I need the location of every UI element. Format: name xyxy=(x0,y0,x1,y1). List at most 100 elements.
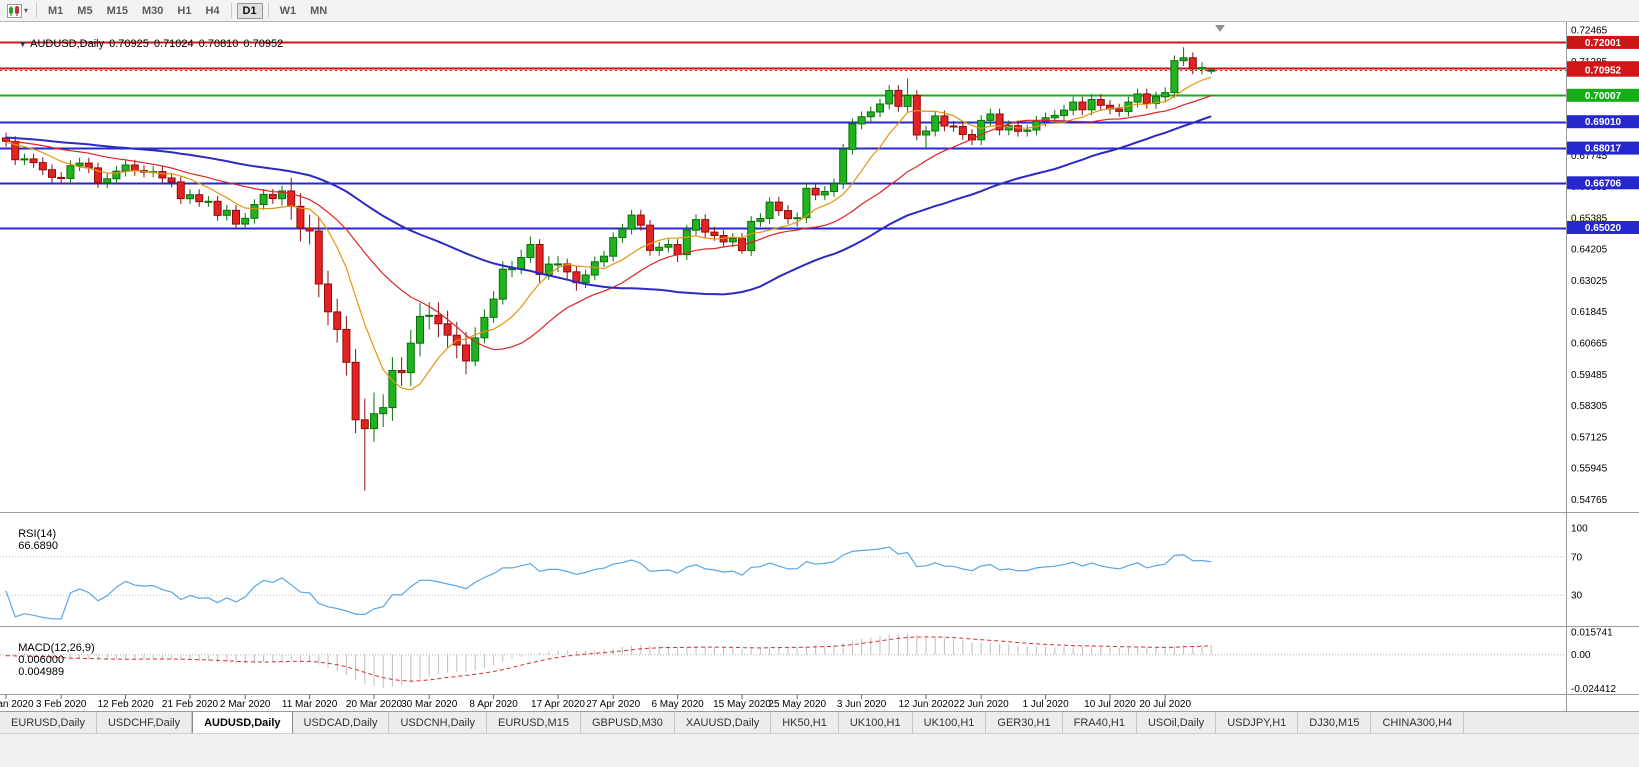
x-tick-label: 15 May 2020 xyxy=(713,699,771,710)
candle-body xyxy=(1152,96,1160,104)
candle-body xyxy=(370,413,378,430)
x-tick-label: 27 Apr 2020 xyxy=(586,699,640,710)
candle-body xyxy=(462,344,470,362)
price-badge xyxy=(1567,88,1639,102)
x-tick-label: 2 Mar 2020 xyxy=(220,699,271,710)
candle-body xyxy=(121,164,130,172)
close-value: 0.70952 xyxy=(243,38,284,50)
candle-body xyxy=(66,165,75,180)
candle-body xyxy=(692,219,700,231)
candle-body xyxy=(830,183,838,193)
chart-tab-USDJPY-H1[interactable]: USDJPY,H1 xyxy=(1216,712,1299,733)
rsi-value: 66.6890 xyxy=(18,540,58,552)
candle-body xyxy=(425,314,434,317)
chart-tab-DJ30-M15[interactable]: DJ30,M15 xyxy=(1298,712,1372,733)
chart-tab-XAUUSD-Daily[interactable]: XAUUSD,Daily xyxy=(675,712,772,733)
rsi-label: RSI(14) xyxy=(18,528,57,540)
timeframe-button-M15[interactable]: M15 xyxy=(106,4,128,17)
rsi-axis-label: 70 xyxy=(1571,552,1583,563)
chart-header: ▼ AUDUSD,Daily 0.70925 0.71024 0.70810 0.7095… xyxy=(6,26,283,62)
candle-body xyxy=(397,370,406,374)
timeframe-button-H4[interactable]: H4 xyxy=(205,4,220,17)
candle-body xyxy=(885,89,894,105)
candle-body xyxy=(839,148,848,185)
x-tick-label: 1 Jul 2020 xyxy=(1023,699,1070,710)
rsi-axis: 100 70 30 xyxy=(1571,524,1588,602)
price-badge-label: 0.68017 xyxy=(1585,144,1622,155)
candle-body xyxy=(701,219,710,233)
chart-tab-AUDUSD-Daily[interactable]: AUDUSD,Daily xyxy=(192,712,293,733)
candle-body xyxy=(793,217,802,220)
chart-tab-USOil-Daily[interactable]: USOil,Daily xyxy=(1137,712,1217,733)
y-tick-label: 0.58305 xyxy=(1571,401,1608,412)
candle-body xyxy=(167,177,176,183)
macd-signal-line xyxy=(5,636,1212,682)
candle-body xyxy=(342,328,351,363)
timeframe-button-M30[interactable]: M30 xyxy=(141,4,164,17)
candle-body xyxy=(351,361,360,421)
timeframe-button-D1[interactable]: D1 xyxy=(236,2,263,19)
rsi-axis-label: 100 xyxy=(1571,524,1588,535)
candle-body xyxy=(130,164,139,172)
candle-body xyxy=(259,193,268,205)
x-tick-label: 20 Jul 2020 xyxy=(1139,699,1191,710)
candle-body xyxy=(581,274,590,284)
candle-body xyxy=(609,237,618,257)
candlestick-chart-icon xyxy=(7,3,22,18)
candle-body xyxy=(1207,69,1216,72)
timeframe-button-M1[interactable]: M1 xyxy=(48,4,64,17)
candle-body xyxy=(1170,60,1179,93)
timeframe-button-M5[interactable]: M5 xyxy=(77,4,93,17)
chart-tab-CHINA300-H4[interactable]: CHINA300,H4 xyxy=(1371,712,1465,733)
candle-body xyxy=(1188,57,1197,70)
candle-body xyxy=(1050,114,1059,119)
candle-body xyxy=(471,337,480,362)
candle-body xyxy=(1115,108,1124,112)
candle-body xyxy=(977,119,986,141)
chart-tab-USDCAD-Daily[interactable]: USDCAD,Daily xyxy=(293,712,390,733)
candle-body xyxy=(250,204,259,219)
y-tick-label: 0.64205 xyxy=(1571,245,1608,256)
toolbar-separator xyxy=(267,3,269,18)
candles-layer xyxy=(2,47,1216,491)
chart-tab-HK50-H1[interactable]: HK50,H1 xyxy=(771,712,839,733)
candle-body xyxy=(75,162,84,167)
timeframe-button-H1[interactable]: H1 xyxy=(177,4,192,17)
chart-type-button[interactable]: ▾ xyxy=(3,3,32,19)
price-badge xyxy=(1567,63,1639,77)
price-chart-canvas[interactable]: 0.724650.712850.701050.689250.677450.665… xyxy=(0,22,1639,711)
price-badges: 0.720010.710460.709520.700070.690100.680… xyxy=(1567,35,1639,234)
one-click-trading-arrow-icon[interactable]: ▼ xyxy=(18,39,28,49)
macd-axis: 0.015741 0.00 -0.024412 xyxy=(1571,628,1616,696)
candle-body xyxy=(600,255,608,263)
price-badge-label: 0.65020 xyxy=(1585,223,1622,234)
chart-tab-UK100-H1[interactable]: UK100,H1 xyxy=(913,712,987,733)
timeframe-button-W1[interactable]: W1 xyxy=(279,4,297,17)
chart-tab-USDCHF-Daily[interactable]: USDCHF,Daily xyxy=(97,712,193,733)
candle-body xyxy=(931,115,940,132)
chart-tab-EURUSD-M15[interactable]: EURUSD,M15 xyxy=(487,712,581,733)
candle-body xyxy=(94,167,102,184)
candle-body xyxy=(940,115,949,127)
y-tick-label: 0.55945 xyxy=(1571,464,1608,475)
chart-tab-EURUSD-Daily[interactable]: EURUSD,Daily xyxy=(0,712,97,733)
open-value: 0.70925 xyxy=(109,38,149,50)
candle-body xyxy=(204,200,213,203)
candle-body xyxy=(38,162,47,171)
candle-body xyxy=(333,311,342,330)
chart-tab-GBPUSD-M30[interactable]: GBPUSD,M30 xyxy=(581,712,675,733)
candle-body xyxy=(894,89,903,107)
chart-tab-GER30-H1[interactable]: GER30,H1 xyxy=(986,712,1063,733)
candle-body xyxy=(710,231,719,237)
timeframe-button-MN[interactable]: MN xyxy=(310,4,328,17)
candle-body xyxy=(986,113,995,121)
chart-tab-FRA40-H1[interactable]: FRA40,H1 xyxy=(1063,712,1137,733)
chart-tab-USDCNH-Daily[interactable]: USDCNH,Daily xyxy=(389,712,488,733)
toolbar-separator xyxy=(36,3,38,18)
chart-tab-UK100-H1[interactable]: UK100,H1 xyxy=(839,712,913,733)
price-badge-label: 0.72001 xyxy=(1585,38,1622,49)
candle-body xyxy=(176,181,185,200)
candle-body xyxy=(811,187,820,196)
candle-body xyxy=(489,298,498,318)
